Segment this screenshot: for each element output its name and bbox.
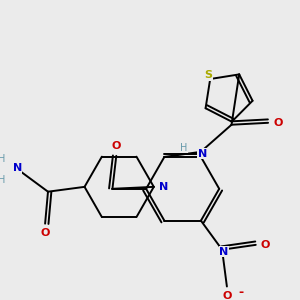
Text: N: N bbox=[219, 247, 229, 256]
Text: N: N bbox=[159, 182, 168, 192]
Text: O: O bbox=[112, 141, 121, 151]
Text: H: H bbox=[0, 175, 5, 185]
Text: H: H bbox=[180, 143, 187, 153]
Text: N: N bbox=[198, 149, 207, 159]
Text: N: N bbox=[13, 164, 22, 173]
Text: H: H bbox=[0, 154, 5, 164]
Text: O: O bbox=[40, 228, 50, 238]
Text: -: - bbox=[238, 286, 244, 299]
Text: S: S bbox=[204, 70, 212, 80]
Text: O: O bbox=[261, 240, 270, 250]
Text: O: O bbox=[273, 118, 282, 128]
Text: O: O bbox=[222, 291, 232, 300]
